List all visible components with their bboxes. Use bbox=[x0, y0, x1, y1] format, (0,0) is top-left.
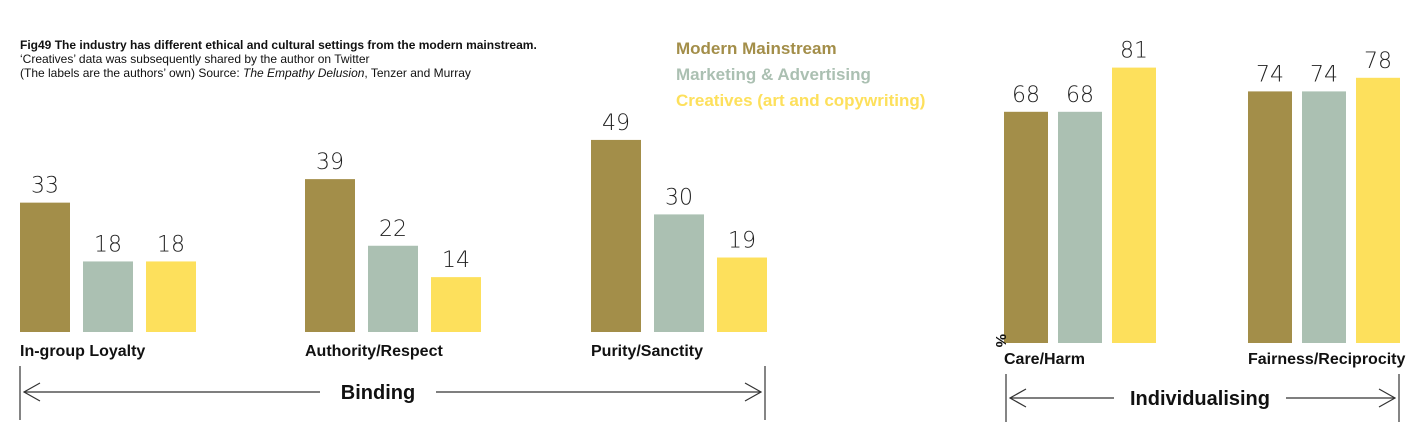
bar-fairness-reciprocity-modern-mainstream bbox=[1248, 91, 1292, 344]
group-label-binding: Binding bbox=[341, 382, 415, 404]
bar-purity-sanctity-modern-mainstream bbox=[591, 139, 641, 332]
bar-care-harm-marketing-advertising bbox=[1058, 111, 1102, 343]
bar-authority-respect-marketing-advertising bbox=[368, 245, 418, 332]
bar-in-group-loyalty-creatives-art-and-copywriting bbox=[146, 261, 196, 332]
legend: Modern Mainstream Marketing & Advertisin… bbox=[676, 36, 925, 114]
bar-care-harm-creatives-art-and-copywriting bbox=[1112, 67, 1156, 343]
value-label-authority-respect-marketing-advertising: 22 bbox=[379, 217, 407, 242]
category-label-authority-respect: Authority/Respect bbox=[305, 343, 443, 360]
legend-marketing-advertising: Marketing & Advertising bbox=[676, 65, 871, 84]
caption-title-line: Fig49 The industry has different ethical… bbox=[20, 38, 537, 52]
value-label-authority-respect-creatives-art-and-copywriting: 14 bbox=[442, 248, 470, 273]
caption-source-title: The Empathy Delusion bbox=[243, 66, 365, 80]
bar-in-group-loyalty-marketing-advertising bbox=[83, 261, 133, 332]
value-label-purity-sanctity-creatives-art-and-copywriting: 19 bbox=[728, 229, 756, 254]
value-label-care-harm-creatives-art-and-copywriting: 81 bbox=[1120, 39, 1148, 64]
bar-purity-sanctity-creatives-art-and-copywriting bbox=[717, 257, 767, 332]
y-unit-label: % bbox=[992, 334, 1009, 347]
category-label-purity-sanctity: Purity/Sanctity bbox=[591, 343, 703, 360]
legend-creatives: Creatives (art and copywriting) bbox=[676, 91, 926, 110]
category-label-care-harm: Care/Harm bbox=[1004, 351, 1085, 368]
bar-authority-respect-modern-mainstream bbox=[305, 179, 355, 332]
value-label-in-group-loyalty-modern-mainstream: 33 bbox=[31, 174, 59, 199]
bar-care-harm-modern-mainstream bbox=[1004, 111, 1048, 343]
value-label-care-harm-modern-mainstream: 68 bbox=[1012, 83, 1040, 108]
figure-title: The industry has different ethical and c… bbox=[54, 38, 537, 52]
bar-purity-sanctity-marketing-advertising bbox=[654, 214, 704, 332]
bar-authority-respect-creatives-art-and-copywriting bbox=[431, 277, 481, 332]
legend-modern-mainstream: Modern Mainstream bbox=[676, 39, 837, 58]
value-label-in-group-loyalty-marketing-advertising: 18 bbox=[94, 232, 122, 257]
bar-fairness-reciprocity-creatives-art-and-copywriting bbox=[1356, 77, 1400, 344]
value-label-fairness-reciprocity-creatives-art-and-copywriting: 78 bbox=[1364, 49, 1392, 74]
category-label-in-group-loyalty: In-group Loyalty bbox=[20, 343, 145, 360]
caption-source-prefix: (The labels are the authors’ own) Source… bbox=[20, 66, 244, 80]
value-label-authority-respect-modern-mainstream: 39 bbox=[316, 150, 344, 175]
caption-source: (The labels are the authors’ own) Source… bbox=[20, 66, 537, 80]
category-label-fairness-reciprocity: Fairness/Reciprocity bbox=[1248, 351, 1406, 368]
value-label-purity-sanctity-marketing-advertising: 30 bbox=[665, 185, 693, 210]
caption-note: ‘Creatives’ data was subsequently shared… bbox=[20, 52, 370, 66]
value-label-fairness-reciprocity-modern-mainstream: 74 bbox=[1256, 62, 1284, 87]
value-label-care-harm-marketing-advertising: 68 bbox=[1066, 83, 1094, 108]
bar-fairness-reciprocity-marketing-advertising bbox=[1302, 91, 1346, 344]
figure-caption: Fig49 The industry has different ethical… bbox=[20, 38, 537, 80]
caption-source-suffix: , Tenzer and Murray bbox=[364, 66, 471, 80]
group-label-individualising: Individualising bbox=[1130, 388, 1270, 410]
figure-number: Fig49 bbox=[20, 38, 52, 52]
bar-in-group-loyalty-modern-mainstream bbox=[20, 202, 70, 332]
value-label-in-group-loyalty-creatives-art-and-copywriting: 18 bbox=[157, 232, 185, 257]
value-label-purity-sanctity-modern-mainstream: 49 bbox=[602, 111, 630, 136]
value-label-fairness-reciprocity-marketing-advertising: 74 bbox=[1310, 62, 1338, 87]
